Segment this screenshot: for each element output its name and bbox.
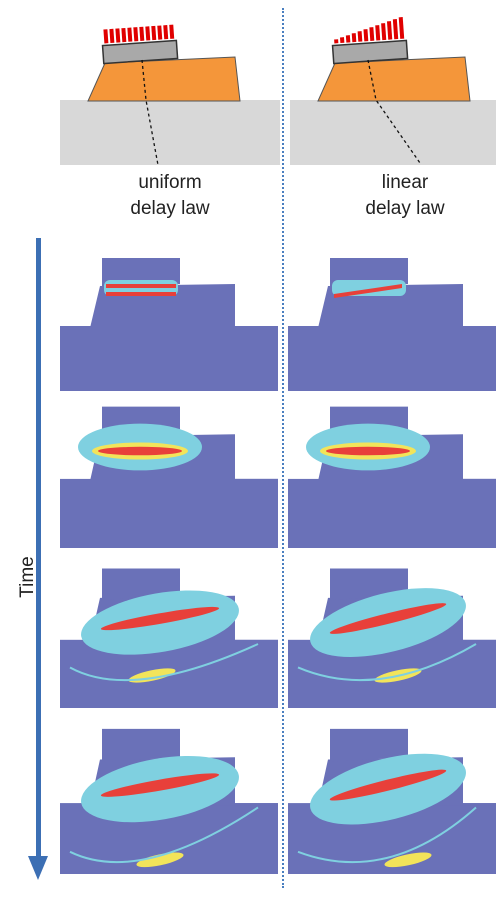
wavefield-peak: [100, 773, 220, 797]
column-label-uniform-line2: delay law: [130, 198, 210, 219]
time-axis-arrowhead: [28, 856, 48, 880]
snapshot-linear-t2: [288, 396, 496, 548]
specimen-region: [60, 478, 278, 548]
element-bar: [369, 27, 375, 41]
column-label-linear: linear delay law: [330, 170, 480, 222]
element-bar: [163, 25, 169, 40]
element-bar: [115, 28, 121, 43]
probe-body: [101, 39, 179, 65]
element-bar: [151, 25, 157, 41]
wavefield-peak: [329, 603, 447, 634]
specimen-region: [60, 326, 278, 391]
element-bar: [345, 35, 351, 43]
column-label-linear-line1: linear: [381, 172, 429, 193]
snapshot-uniform-t2: [60, 396, 278, 548]
specimen-region: [288, 478, 496, 548]
probe-body: [331, 39, 409, 65]
element-bar: [363, 29, 369, 42]
element-bar: [392, 19, 399, 40]
wedge-block: [317, 56, 471, 102]
element-bar: [381, 23, 387, 41]
schematic-uniform: [60, 24, 280, 166]
element-bar: [351, 33, 357, 43]
probe-region: [330, 728, 408, 762]
element-bar: [145, 26, 151, 41]
probe-region: [102, 568, 180, 600]
probe-region: [330, 568, 408, 600]
snapshot-linear-t4: [288, 718, 496, 874]
column-label-linear-line2: delay law: [365, 198, 445, 219]
specimen-region: [288, 326, 496, 391]
element-bar: [133, 27, 139, 42]
wavefield-peak: [100, 606, 220, 631]
snapshot-linear-t3: [288, 558, 496, 708]
reflected-wave: [297, 643, 477, 682]
reflected-wave: [69, 643, 259, 682]
element-bar: [357, 31, 363, 42]
reflected-wave: [69, 806, 259, 863]
ground-region: [290, 100, 496, 165]
transmitted-beam: [136, 852, 184, 868]
beam-path: [367, 59, 421, 164]
time-axis-label: Time: [17, 556, 38, 598]
wavefield-peak: [98, 446, 182, 456]
snapshot-linear-t1: [288, 248, 496, 391]
element-bar: [127, 27, 133, 42]
element-bar: [375, 25, 381, 41]
element-bar: [109, 28, 115, 44]
element-bar: [121, 27, 127, 43]
wedge-block: [87, 56, 241, 102]
column-divider: [282, 8, 284, 888]
column-label-uniform-line1: uniform: [138, 172, 202, 193]
schematic-linear: [290, 17, 496, 165]
element-bar: [157, 25, 163, 40]
reflected-wave: [297, 806, 477, 863]
column-label-uniform: uniform delay law: [95, 170, 245, 222]
wavefield-peak: [106, 292, 176, 296]
element-bar: [139, 26, 145, 41]
snapshot-uniform-t1: [60, 248, 278, 391]
wavefield-peak: [106, 284, 176, 288]
element-bar: [103, 29, 109, 44]
element-bar: [398, 17, 405, 39]
ground-region: [60, 100, 280, 165]
beam-path: [141, 59, 159, 166]
transmitted-beam: [384, 852, 432, 868]
probe: [101, 24, 179, 65]
element-bar: [339, 37, 345, 44]
snapshot-uniform-t4: [60, 718, 278, 874]
element-bar: [169, 24, 175, 39]
wavefield-peak: [326, 446, 410, 456]
probe-region: [102, 728, 180, 762]
element-bar: [386, 21, 393, 40]
time-axis-arrow: [36, 238, 41, 863]
element-bar: [334, 39, 339, 44]
wavefield-peak: [329, 769, 447, 801]
wavefield-peak: [334, 284, 402, 298]
snapshot-uniform-t3: [60, 558, 278, 708]
probe: [331, 17, 409, 65]
